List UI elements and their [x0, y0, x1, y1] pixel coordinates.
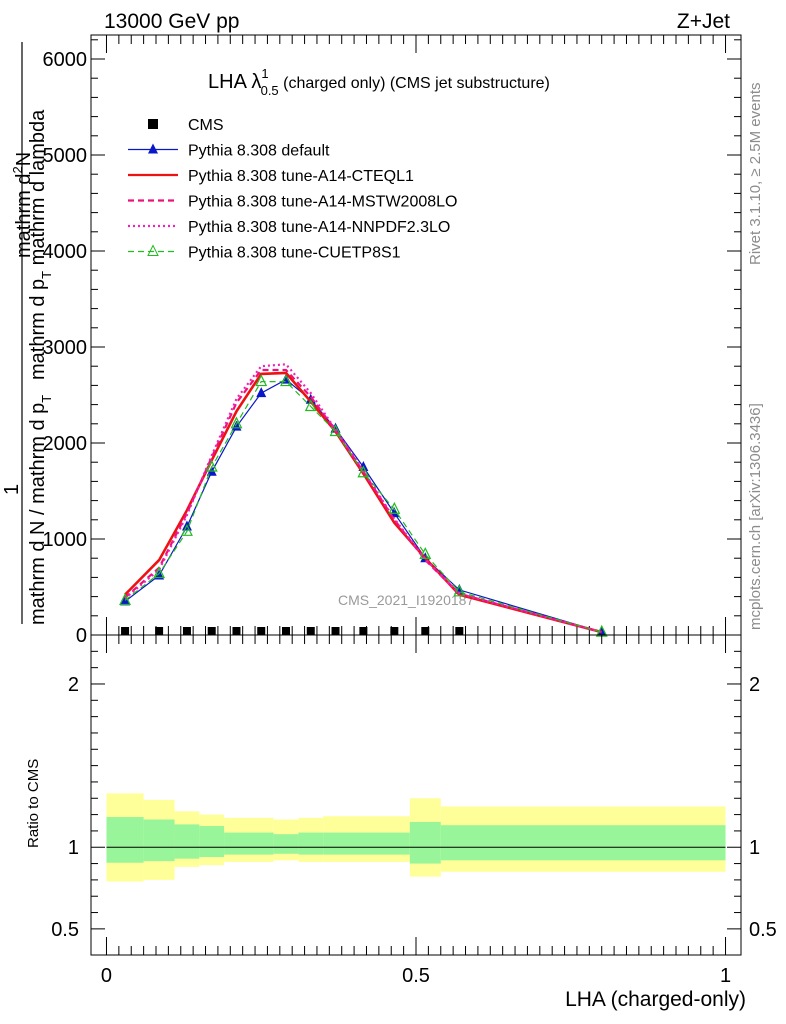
main-x-axis: [105, 35, 727, 635]
data-point-pythia-8-308-tune-cuetp8s1: [453, 584, 466, 597]
y-tick-label: 4000: [43, 241, 88, 263]
ratio-band-inner: [323, 832, 410, 855]
legend-marker-pythia-8-308-tune-cuetp8s1: [147, 244, 159, 256]
ratio-y-tick-label-right: 0.5: [749, 919, 777, 941]
ratio-y-tick-label-right: 2: [749, 674, 760, 696]
data-point-cms: [121, 627, 130, 635]
data-point-pythia-8-308-tune-cuetp8s1: [255, 374, 268, 387]
ratio-x-axis: 0 0.5 1: [101, 635, 731, 987]
watermark: CMS_2021_I1920187: [338, 592, 474, 608]
data-point-cms: [306, 627, 315, 635]
mcplots-label: mcplots.cern.ch [arXiv:1306.3436]: [747, 403, 764, 630]
series-line-pythia-8-308-tune-a14-nnpdf2-3lo: [124, 363, 602, 634]
ylabel-denominator-1: 1: [1, 484, 23, 495]
data-point-cms: [182, 627, 191, 635]
legend: CMS Pythia 8.308 default Pythia 8.308 tune…: [128, 117, 457, 262]
legend-label-pythia-8-308-tune-a14-cteql1: Pythia 8.308 tune-A14-CTEQL1: [188, 168, 414, 185]
plot-title-sup: 1: [261, 66, 268, 81]
x-tick-label: 0.5: [402, 965, 430, 987]
ratio-band-inner: [440, 825, 726, 861]
data-point-pythia-8-308-tune-cuetp8s1: [329, 424, 342, 437]
ratio-y-tick-label: 1: [68, 837, 79, 859]
data-point-pythia-8-308-tune-cuetp8s1: [357, 465, 370, 478]
data-point-cms: [207, 627, 216, 635]
data-point-cms: [257, 627, 266, 635]
data-point-pythia-8-308-default: [256, 387, 267, 398]
ratio-band-inner: [273, 834, 299, 854]
y-tick-label: 5000: [43, 145, 88, 167]
plot-title-sub: 0.5: [261, 83, 279, 98]
plot-title-prefix: LHA λ: [208, 71, 261, 93]
data-point-pythia-8-308-tune-cuetp8s1: [304, 399, 317, 412]
ratio-plot-panel: 0.5 0.51 12 2 0 0.5 1 Ratio to CMS LHA (charg…: [25, 634, 777, 1011]
data-point-cms: [359, 627, 368, 635]
main-series: [119, 363, 608, 637]
data-point-pythia-8-308-tune-cuetp8s1: [119, 593, 132, 606]
data-point-cms: [455, 627, 464, 635]
energy-label: 13000 GeV pp: [104, 10, 239, 33]
ratio-y-tick-label: 0.5: [51, 919, 79, 941]
legend-label-pythia-8-308-tune-a14-mstw2008lo: Pythia 8.308 tune-A14-MSTW2008LO: [188, 194, 457, 211]
main-y-axis: 0 1000 2000 3000 4000 5000 6000: [43, 39, 741, 647]
legend-label-pythia-8-308-tune-cuetp8s1: Pythia 8.308 tune-CUETP8S1: [188, 245, 401, 262]
ratio-band-inner: [106, 817, 144, 863]
ratio-band-inner: [143, 819, 175, 862]
ratio-band-inner: [199, 826, 225, 858]
data-point-cms: [232, 627, 241, 635]
y-axis-label: mathrm d2N mathrm d pT mathrm d lambda 1…: [1, 42, 54, 625]
ratio-plot-frame: [90, 634, 742, 956]
y-tick-label: 6000: [43, 49, 88, 71]
y-tick-label: 2000: [43, 433, 88, 455]
data-point-pythia-8-308-tune-cuetp8s1: [153, 566, 166, 579]
data-point-cms: [282, 627, 290, 635]
rivet-label: Rivet 3.1.10, ≥ 2.5M events: [747, 83, 764, 266]
data-point-pythia-8-308-tune-cuetp8s1: [388, 501, 401, 514]
series-line-pythia-8-308-tune-cuetp8s1: [124, 381, 602, 633]
ratio-band-inner: [298, 832, 324, 855]
ylabel-denominator-2: mathrm d N / mathrm d pT: [27, 395, 54, 625]
ylabel-numerator-2: mathrm d pT mathrm d lambda: [27, 109, 54, 380]
data-point-cms: [421, 627, 430, 635]
legend-label-pythia-8-308-tune-a14-nnpdf2-3lo: Pythia 8.308 tune-A14-NNPDF2.3LO: [188, 219, 450, 236]
ratio-band-inner: [224, 832, 274, 855]
data-point-pythia-8-308-tune-cuetp8s1: [205, 459, 218, 472]
plot-title-suffix: (charged only) (CMS jet substructure): [279, 75, 550, 92]
ylabel-numerator-1: mathrm d2N: [10, 152, 35, 258]
data-point-cms: [390, 627, 399, 635]
x-axis-label: LHA (charged-only): [565, 988, 746, 1011]
data-point-pythia-8-308-tune-cuetp8s1: [280, 374, 292, 387]
legend-label-cms: CMS: [188, 117, 224, 134]
plot-title: LHA λ1 0.5 (charged only) (CMS jet substr…: [208, 66, 550, 98]
process-label: Z+Jet: [677, 10, 730, 33]
ratio-y-tick-label-right: 1: [749, 837, 760, 859]
data-point-cms: [331, 627, 340, 635]
ratio-y-tick-label: 2: [68, 674, 79, 696]
y-tick-label: 0: [76, 625, 87, 647]
ratio-bands: [106, 793, 726, 882]
ratio-y-axis: 0.5 0.5 1 1 2 2: [51, 650, 777, 941]
data-point-pythia-8-308-tune-cuetp8s1: [419, 547, 432, 559]
data-point-pythia-8-308-tune-cuetp8s1: [180, 523, 193, 536]
main-plot-panel: 0 1000 2000 3000 4000 5000 6000 CMS_2021_I1920…: [1, 34, 742, 647]
legend-marker-cms: [148, 119, 158, 129]
x-tick-label: 1: [720, 965, 731, 987]
ratio-band-inner: [174, 824, 200, 859]
data-point-cms: [155, 627, 164, 635]
data-point-pythia-8-308-tune-cuetp8s1: [230, 416, 243, 429]
x-tick-label: 0: [101, 965, 112, 987]
y-tick-label: 1000: [43, 529, 88, 551]
ratio-y-axis-label: Ratio to CMS: [25, 759, 42, 848]
y-tick-label: 3000: [43, 337, 88, 359]
legend-marker-pythia-8-308-default: [148, 143, 158, 154]
legend-label-pythia-8-308-default: Pythia 8.308 default: [188, 143, 330, 160]
ratio-band-inner: [409, 821, 441, 864]
